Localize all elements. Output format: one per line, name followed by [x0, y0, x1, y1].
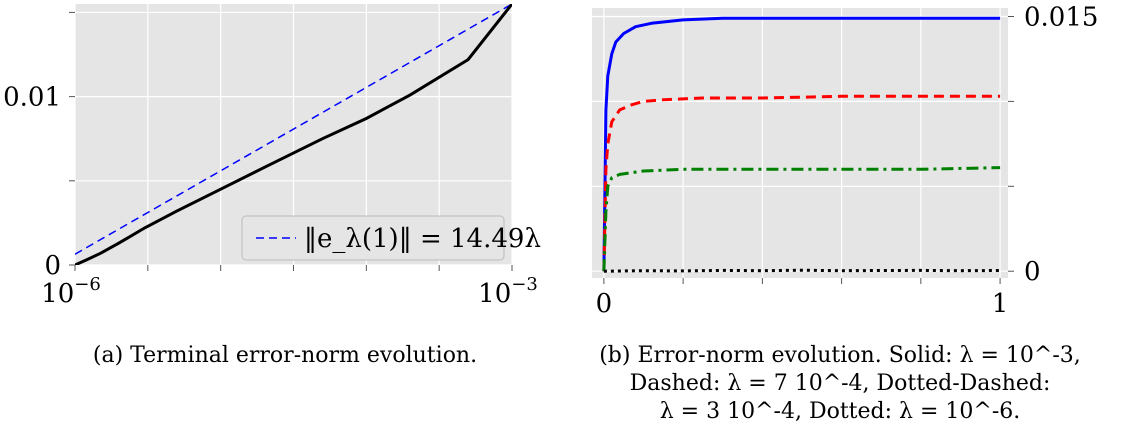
caption-b: (b) Error-norm evolution. Solid: λ = 10^…: [560, 342, 1120, 426]
caption-b-line-3: λ = 3 10^-4, Dotted: λ = 10^-6.: [659, 399, 1021, 424]
caption-b-line-1: (b) Error-norm evolution. Solid: λ = 10^…: [599, 343, 1081, 368]
x-tick-label-0: 0: [596, 289, 613, 319]
series-group-a: [75, 4, 512, 265]
caption-b-line-2: Dashed: λ = 7 10^-4, Dotted-Dashed:: [629, 371, 1051, 396]
series-line-measured: [75, 4, 512, 265]
series-group-b: [602, 16, 1001, 273]
panel-b-chart: 0 100.015: [592, 2, 1098, 319]
x-tick-label-max: 10−3: [478, 274, 538, 309]
y-tick-label-0015: 0.015: [1024, 2, 1098, 32]
y-tick-label-001: 0.01: [3, 83, 61, 113]
x-tick-label-1: 1: [992, 289, 1009, 319]
series-line-dashdot: [602, 166, 1001, 272]
legend-label: ‖e_λ(1)‖ = 14.49λ: [304, 224, 541, 254]
y-tick-label-0: 0: [1024, 257, 1041, 287]
legend-box: [241, 215, 505, 261]
caption-a: (a) Terminal error-norm evolution.: [92, 343, 478, 368]
x-tick-label-min: 10−6: [41, 274, 101, 309]
y-tick-label-0: 0: [44, 251, 61, 281]
series-line-fit: [75, 4, 512, 255]
panel-a-chart: 0 0.01 10−6 10−3 ‖e_λ(1)‖ = 14.49λ: [3, 4, 541, 309]
plot-area-b: [592, 8, 1008, 278]
series-line-solid: [602, 16, 1001, 272]
series-line-dashed: [602, 94, 1001, 272]
legend-a: ‖e_λ(1)‖ = 14.49λ: [241, 215, 541, 261]
series-line-dotted: [603, 268, 1001, 273]
